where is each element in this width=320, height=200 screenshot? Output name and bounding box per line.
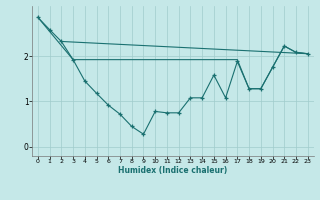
X-axis label: Humidex (Indice chaleur): Humidex (Indice chaleur): [118, 166, 228, 175]
